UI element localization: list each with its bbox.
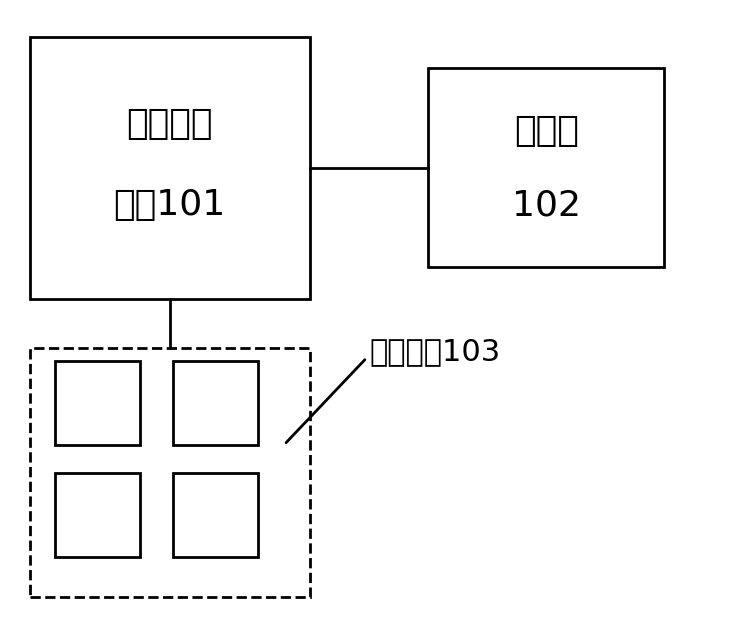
Bar [173,361,258,445]
Text: 芯片101: 芯片101 [114,188,226,222]
Bar [55,473,140,557]
Bar [55,361,140,445]
Bar [173,473,258,557]
Text: 处理器: 处理器 [514,114,579,147]
Bar [30,37,310,299]
Text: 电极结构103: 电极结构103 [369,337,500,366]
Bar [428,68,664,267]
Text: 102: 102 [511,188,581,222]
Bar [30,348,310,597]
Text: 电容检测: 电容检测 [126,108,213,141]
